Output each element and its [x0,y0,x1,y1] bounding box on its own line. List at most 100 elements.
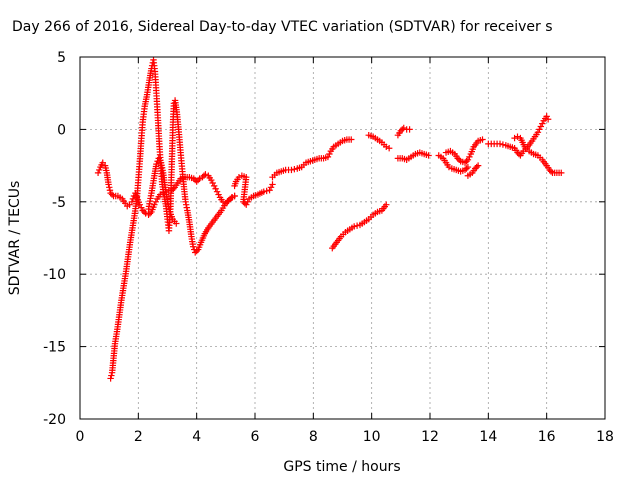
x-tick-label: 12 [421,429,439,445]
data-point [105,181,112,188]
data-point [225,197,232,204]
data-point [146,210,154,217]
data-point [190,175,197,182]
grid [80,57,605,419]
x-axis-label: GPS time / hours [283,459,400,475]
data-point [397,127,405,135]
data-point [536,126,543,133]
data-point [406,126,413,133]
y-axis-label: SDTVAR / TECUs [7,181,23,296]
data-point [558,169,565,177]
data-point [189,243,197,250]
data-point [455,156,463,164]
x-tick-label: 16 [538,429,556,445]
data-point [514,149,521,156]
y-tick-label: -5 [52,195,66,211]
data-point [511,134,518,142]
data-point [466,153,473,161]
x-tick-label: 2 [134,429,143,445]
data-point [464,156,472,164]
data-point [94,169,102,177]
data-point [291,166,298,173]
data-point [324,153,332,161]
data-point [193,178,200,185]
data-point [546,166,553,174]
data-point [138,204,145,211]
data-point [192,249,199,256]
data-point [499,141,507,148]
plot-frame [79,56,606,420]
data-point [463,165,470,172]
data-point [202,171,209,178]
data-point [461,159,469,166]
data-point [479,136,486,143]
data-point [260,188,267,195]
data-point [224,198,231,205]
x-tick-label: 14 [479,429,497,445]
data-point [400,124,407,132]
x-tick-label: 0 [76,429,85,445]
data-point [383,143,390,150]
data-point [108,191,116,198]
data-point [152,198,160,205]
data-point [464,163,472,171]
data-point [514,133,521,140]
data-point [539,120,546,127]
data-point [231,192,238,200]
data-point [547,168,555,175]
data-point [139,207,146,214]
data-points [94,56,565,382]
data-point [136,201,143,208]
data-point [208,176,215,184]
data-point [108,372,115,379]
data-point [534,129,542,136]
axis-ticks: 0 2 4 6 8 10 12 14 16 18 5 0 -5 -10 -15 -20 [43,50,614,445]
data-point [244,198,251,205]
data-point [348,136,355,143]
data-point [353,222,361,229]
data-point [213,188,221,195]
data-point [263,187,270,195]
data-point [385,145,393,152]
y-tick-label: -10 [43,267,66,283]
data-point [209,179,216,187]
data-point [107,189,114,197]
data-point [215,191,222,198]
data-point [235,173,243,181]
y-tick-label: -20 [43,412,66,428]
data-point [496,140,504,148]
y-tick-label: -15 [43,340,66,356]
data-point [153,160,160,168]
data-point [241,200,248,207]
data-point [473,163,480,171]
data-point [425,152,432,159]
data-point [350,223,358,230]
y-tick-label: 5 [57,50,66,66]
chart-title: Day 266 of 2016, Sidereal Day-to-day VTE… [12,19,553,35]
data-point [326,150,333,158]
data-point [194,176,202,184]
data-point [199,173,206,181]
data-point [212,185,219,192]
data-point [266,187,273,194]
data-point [543,113,550,120]
data-point [173,220,180,227]
y-tick-label: 0 [57,122,66,138]
x-tick-label: 10 [363,429,381,445]
data-point [106,184,113,191]
data-point [140,208,148,216]
data-point [445,163,453,171]
data-point [151,201,158,208]
data-point [461,166,469,174]
data-point [288,166,295,174]
data-point [196,175,203,182]
data-point [515,150,523,158]
data-point [107,375,114,382]
data-point [243,201,250,208]
data-point [106,187,114,194]
data-point [193,247,200,255]
x-tick-label: 6 [251,429,260,445]
x-tick-label: 8 [309,429,318,445]
